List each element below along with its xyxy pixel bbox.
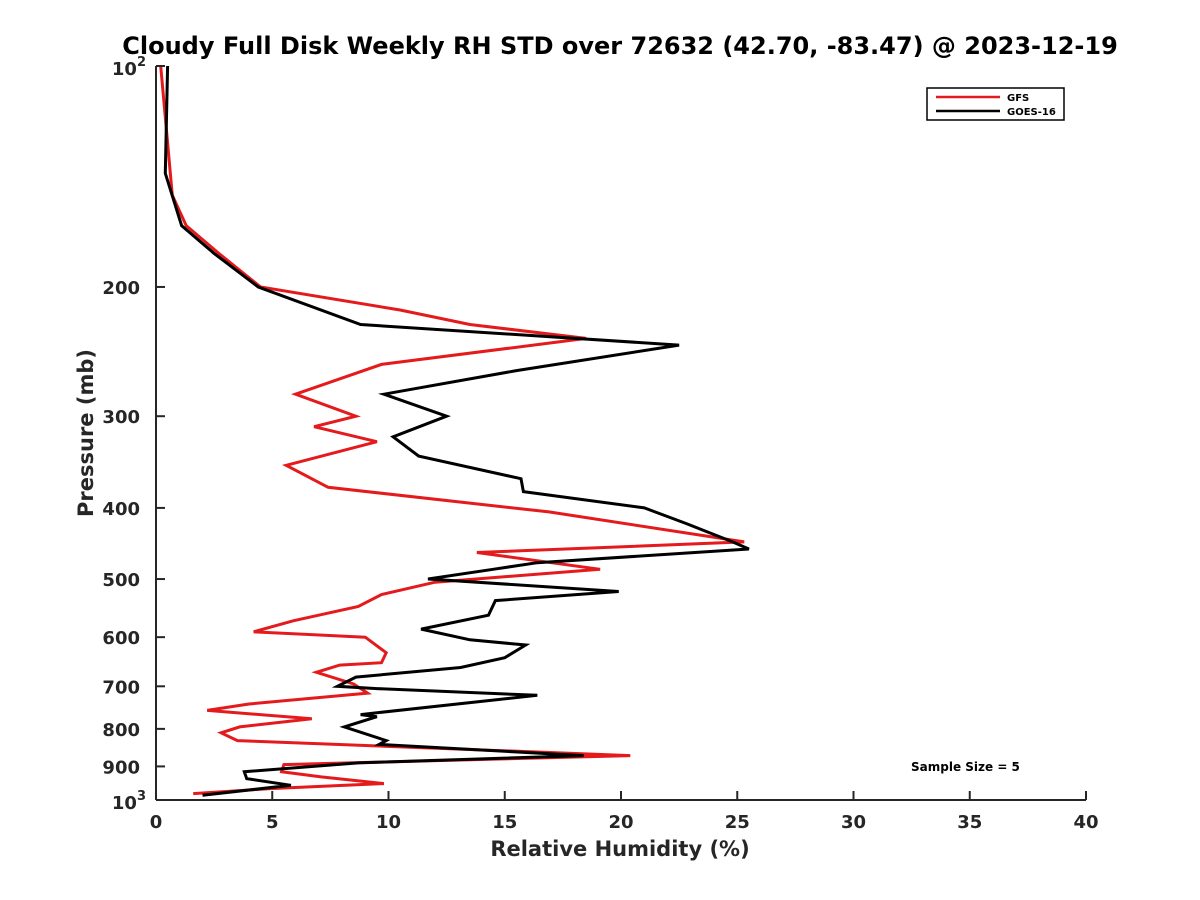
legend-label-gfs: GFS <box>1007 93 1029 104</box>
x-ticks: 0 5 10 15 20 25 30 35 40 <box>150 791 1099 833</box>
x-tick-label: 10 <box>376 812 401 833</box>
y-tick-label: 700 <box>102 677 140 698</box>
series-line-gfs <box>159 65 745 796</box>
y-tick-base: 10 <box>112 59 137 80</box>
y-tick-base: 10 <box>112 793 137 814</box>
legend-box <box>926 87 1065 121</box>
x-tick-label: 15 <box>492 812 517 833</box>
legend-label-goes16: GOES-16 <box>1007 107 1056 118</box>
x-tick-label: 30 <box>841 812 866 833</box>
x-tick-label: 25 <box>725 812 750 833</box>
legend: GFS GOES-16 <box>926 87 1065 121</box>
y-tick-label: 500 <box>102 570 140 591</box>
x-tick-label: 5 <box>266 812 279 833</box>
sample-size-annotation: Sample Size = 5 <box>911 760 1020 774</box>
y-axis-label: Pressure (mb) <box>74 349 98 517</box>
x-tick-label: 20 <box>608 812 633 833</box>
y-tick-label: 103 <box>112 789 146 814</box>
y-tick-label: 200 <box>102 278 140 299</box>
y-tick-label: 600 <box>102 628 140 649</box>
series-line-goes-16 <box>163 65 750 797</box>
y-tick-label: 300 <box>102 407 140 428</box>
x-axis-label: Relative Humidity (%) <box>490 837 749 861</box>
y-tick-exponent: 3 <box>137 789 146 804</box>
y-tick-label: 900 <box>102 757 140 778</box>
chart-title: Cloudy Full Disk Weekly RH STD over 7263… <box>122 32 1118 60</box>
y-tick-label: 800 <box>102 720 140 741</box>
y-tick-exponent: 2 <box>137 55 146 70</box>
x-tick-label: 35 <box>957 812 982 833</box>
x-tick-label: 0 <box>150 812 163 833</box>
x-tick-label: 40 <box>1073 812 1098 833</box>
series-layer <box>159 65 750 797</box>
y-tick-label: 102 <box>112 55 146 80</box>
y-tick-label: 400 <box>102 499 140 520</box>
